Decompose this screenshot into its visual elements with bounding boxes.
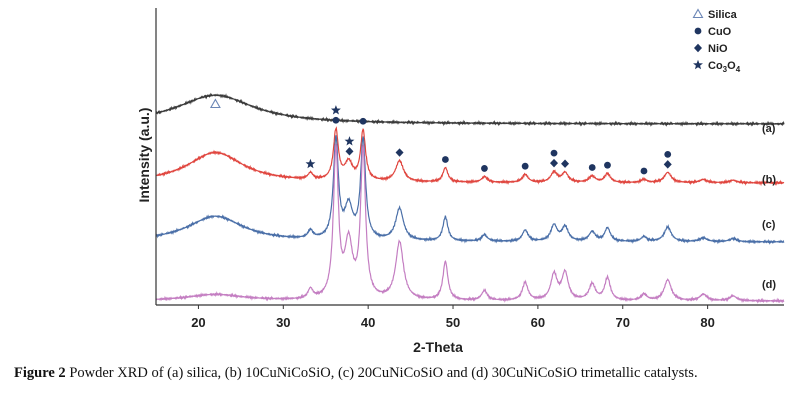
x-tick-label: 20 <box>191 315 205 330</box>
circle-marker <box>359 117 367 125</box>
y-axis-title: Intensity (a.u.) <box>136 108 152 203</box>
series-b-line <box>156 126 785 187</box>
x-tick-label: 70 <box>616 315 630 330</box>
circle-marker <box>588 164 596 171</box>
legend-label: CuO <box>708 26 732 38</box>
x-tick-label: 80 <box>700 315 714 330</box>
x-tick-label: 50 <box>446 315 460 330</box>
xrd-chart: (a) (b) (c) (d) 20 30 40 50 60 70 80 Silica CuO NiO… <box>136 8 785 355</box>
series-label-c: (c) <box>762 219 776 231</box>
x-tick-label: 60 <box>531 315 545 330</box>
circle-marker <box>441 156 449 163</box>
star-marker <box>693 59 703 70</box>
star-marker <box>344 136 355 146</box>
legend: Silica CuO NiO Co3O4 <box>692 8 741 74</box>
diamond-marker <box>550 158 559 168</box>
circle-marker <box>664 150 672 158</box>
series-a-line <box>155 92 785 127</box>
diamond-marker <box>663 160 672 169</box>
series-label-b: (b) <box>762 174 776 186</box>
diamond-marker <box>395 148 404 157</box>
figure-caption-text: Powder XRD of (a) silica, (b) 10CuNiCoSi… <box>69 365 698 381</box>
circle-marker <box>332 116 340 124</box>
circle-marker <box>604 161 611 169</box>
open-triangle-marker <box>692 8 704 19</box>
figure-label: Figure 2 <box>14 365 66 381</box>
series-label-a: (a) <box>762 123 776 135</box>
circle-marker <box>481 165 488 172</box>
star-marker <box>305 158 316 169</box>
circle-marker <box>694 27 702 35</box>
circle-marker <box>640 167 648 175</box>
diamond-marker <box>561 159 570 168</box>
star-marker <box>330 105 341 115</box>
series-c-line <box>155 135 785 245</box>
x-tick-label: 40 <box>361 315 375 330</box>
legend-label: NiO <box>708 43 728 55</box>
axes: 20 30 40 50 60 70 80 <box>155 8 784 330</box>
legend-label: Co3O4 <box>708 60 741 74</box>
circle-marker <box>521 162 529 170</box>
series-d-line <box>155 143 785 304</box>
x-tick-label: 30 <box>276 315 290 330</box>
diamond-marker <box>694 43 702 53</box>
diamond-marker <box>345 147 354 156</box>
legend-label: Silica <box>708 9 738 21</box>
peak-markers <box>209 98 672 175</box>
series-label-d: (d) <box>762 279 776 291</box>
figure-caption: Figure 2 Powder XRD of (a) silica, (b) 1… <box>14 365 784 382</box>
x-axis-title: 2-Theta <box>413 339 463 355</box>
circle-marker <box>550 149 558 157</box>
pattern-curves: (a) (b) (c) (d) <box>155 92 785 304</box>
open-triangle-marker <box>209 98 221 109</box>
